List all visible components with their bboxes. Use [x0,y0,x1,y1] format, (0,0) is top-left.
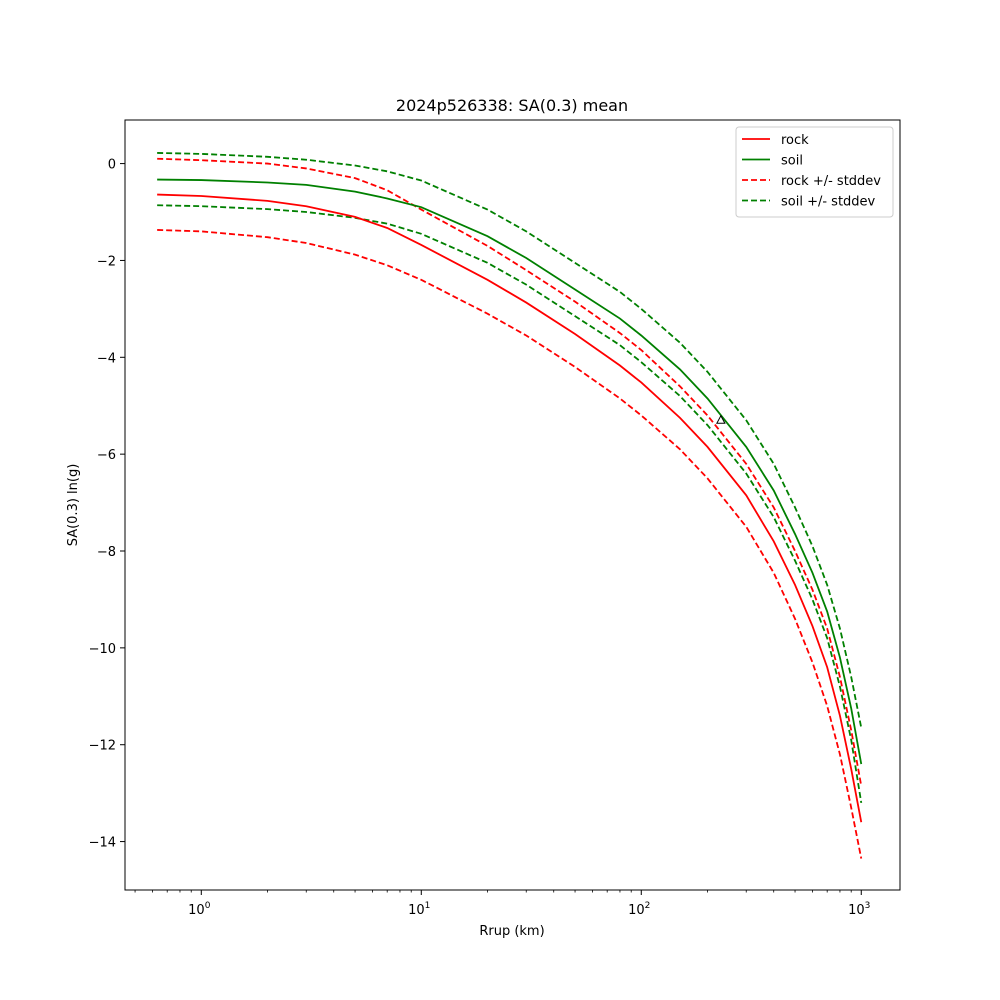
legend-label: soil +/- stddev [781,195,876,210]
x-tick-label: 100 [188,901,211,918]
y-axis-label: SA(0.3) ln(g) [66,464,81,547]
triangle-marker [716,414,726,424]
series-line-soil-stddev-1 [157,204,863,803]
y-tick-label: −8 [97,545,116,560]
legend-label: rock [781,133,809,148]
y-tick-label: −4 [97,351,116,366]
series-line-rock-5 [157,193,863,823]
y-tick-label: 0 [108,158,116,173]
series-line-rock-stddev-3 [157,229,863,859]
y-tick-label: −10 [89,642,116,657]
plot-area [124,119,901,891]
series-line-soil-4 [157,178,863,765]
y-tick-label: −2 [97,254,116,269]
series-line-rock-stddev-2 [157,157,863,787]
legend-label: rock +/- stddev [781,174,881,189]
legend: rock soil rock +/- stddev soil +/- stddev [735,126,894,218]
legend-box [735,126,894,218]
y-tick-label: −14 [89,836,116,851]
x-axis: 100 101 102 103 [134,890,870,918]
y-tick-label: −6 [97,448,116,463]
series-line-soil-stddev-0 [157,152,863,728]
x-tick-label: 101 [408,901,430,918]
chart-title: 2024p526338: SA(0.3) mean [396,96,628,115]
series-layer [157,152,863,859]
legend-label: soil [781,154,803,169]
y-tick-label: −12 [89,739,116,754]
x-axis-label: Rrup (km) [479,924,544,939]
x-tick-label: 102 [628,901,650,918]
y-axis: 0 −2 −4 −6 −8 −10 −12 −14 [89,158,125,851]
x-tick-label: 103 [848,901,870,918]
